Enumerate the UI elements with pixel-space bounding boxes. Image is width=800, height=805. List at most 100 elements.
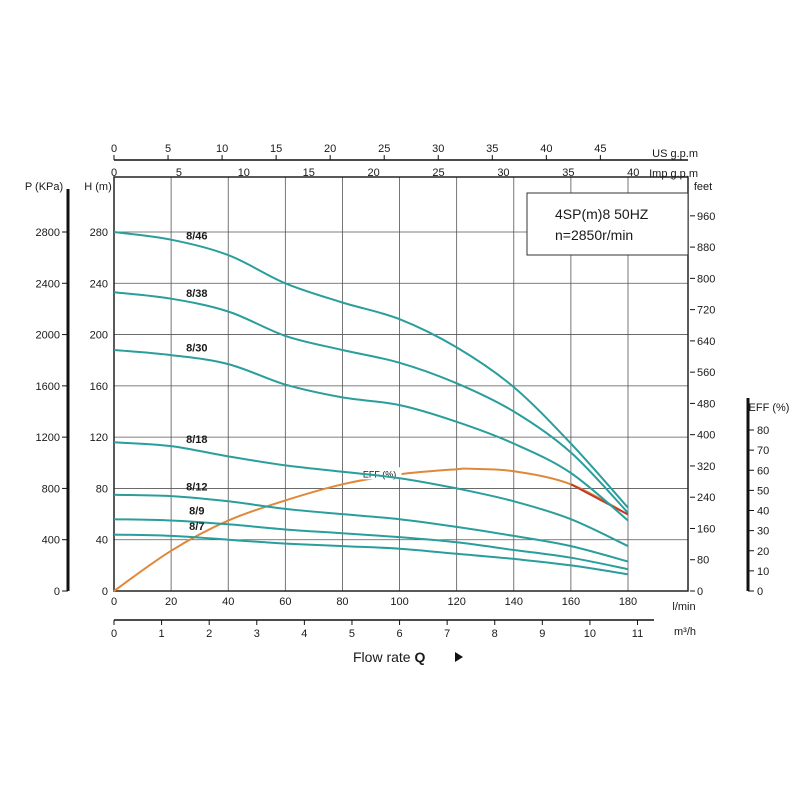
feet-tick-label: 80 — [697, 555, 709, 567]
series-label: 8/9 — [189, 505, 204, 517]
series-label: 8/12 — [186, 482, 207, 494]
feet-tick-label: 400 — [697, 430, 715, 442]
head-tick-label: 80 — [96, 483, 108, 495]
m3h-tick-label: 1 — [159, 628, 165, 640]
head-curve-8-46 — [113, 231, 629, 509]
lpm-tick-label: 140 — [505, 596, 523, 608]
feet-tick-label: 880 — [697, 242, 715, 254]
lpm-tick-label: 0 — [111, 596, 117, 608]
head-axis-title: H (m) — [84, 181, 112, 193]
model-label: 4SP(m)8 50HZ — [555, 206, 649, 222]
usgpm-tick-label: 15 — [270, 143, 282, 155]
feet-axis-title: feet — [694, 181, 712, 193]
usgpm-tick-label: 5 — [165, 143, 171, 155]
arrow-right-icon — [455, 652, 463, 662]
usgpm-tick-label: 35 — [486, 143, 498, 155]
x-axis-title: Flow rate Q — [353, 649, 425, 665]
lpm-tick-label: 60 — [279, 596, 291, 608]
pressure-tick-label: 1200 — [36, 432, 60, 444]
series-label: 8/18 — [186, 434, 207, 446]
impgpm-tick-label: 10 — [238, 167, 250, 179]
eff-tick-label: 40 — [757, 506, 769, 518]
head-tick-label: 200 — [90, 330, 108, 342]
lpm-tick-label: 20 — [165, 596, 177, 608]
eff-axis-title: EFF (%) — [749, 402, 790, 414]
head-tick-label: 240 — [90, 278, 108, 290]
eff-tick-label: 30 — [757, 526, 769, 538]
usgpm-tick-label: 45 — [594, 143, 606, 155]
head-curve-8-18 — [113, 441, 629, 548]
feet-tick-label: 960 — [697, 211, 715, 223]
feet-tick-label: 800 — [697, 273, 715, 285]
eff-tick-label: 20 — [757, 546, 769, 558]
lpm-tick-label: 120 — [447, 596, 465, 608]
pressure-tick-label: 1600 — [36, 381, 60, 393]
impgpm-tick-label: 25 — [432, 167, 444, 179]
head-curve-8-12 — [113, 493, 629, 563]
eff-tick-label: 10 — [757, 566, 769, 578]
usgpm-tick-label: 20 — [324, 143, 336, 155]
pressure-tick-label: 800 — [42, 483, 60, 495]
eff-tick-label: 50 — [757, 485, 769, 497]
feet-tick-label: 0 — [697, 586, 703, 598]
plot-frame — [113, 176, 689, 592]
eff-curve-label: EFF (%) — [363, 469, 397, 479]
usgpm-tick-label: 25 — [378, 143, 390, 155]
m3h-tick-label: 10 — [584, 628, 596, 640]
pressure-tick-label: 400 — [42, 535, 60, 547]
feet-tick-label: 240 — [697, 492, 715, 504]
eff-curve-tail — [570, 483, 629, 516]
series-label: 8/38 — [186, 288, 207, 300]
head-curve-8-38 — [113, 291, 629, 514]
feet-tick-label: 320 — [697, 461, 715, 473]
head-tick-label: 40 — [96, 535, 108, 547]
m3h-tick-label: 6 — [396, 628, 402, 640]
m3h-tick-label: 9 — [539, 628, 545, 640]
head-tick-label: 280 — [90, 227, 108, 239]
pressure-tick-label: 2800 — [36, 227, 60, 239]
impgpm-tick-label: 35 — [562, 167, 574, 179]
feet-tick-label: 640 — [697, 336, 715, 348]
impgpm-tick-label: 20 — [368, 167, 380, 179]
head-curve-8-9 — [113, 518, 629, 571]
impgpm-tick-label: 0 — [111, 167, 117, 179]
m3h-tick-label: 5 — [349, 628, 355, 640]
usgpm-tick-label: 30 — [432, 143, 444, 155]
feet-tick-label: 480 — [697, 398, 715, 410]
m3h-tick-label: 2 — [206, 628, 212, 640]
lpm-tick-label: 80 — [336, 596, 348, 608]
m3h-axis-title: m³/h — [674, 626, 696, 638]
lpm-tick-label: 180 — [619, 596, 637, 608]
feet-tick-label: 560 — [697, 367, 715, 379]
head-tick-label: 120 — [90, 432, 108, 444]
usgpm-tick-label: 40 — [540, 143, 552, 155]
pressure-tick-label: 2000 — [36, 330, 60, 342]
m3h-tick-label: 7 — [444, 628, 450, 640]
usgpm-tick-label: 10 — [216, 143, 228, 155]
lpm-tick-label: 40 — [222, 596, 234, 608]
usgpm-axis-title: US g.p.m — [652, 148, 698, 160]
m3h-tick-label: 11 — [632, 628, 643, 640]
head-curve-8-7 — [113, 533, 629, 576]
head-tick-label: 160 — [90, 381, 108, 393]
eff-tick-label: 80 — [757, 425, 769, 437]
series-label: 8/46 — [186, 230, 207, 242]
pressure-axis-title: P (KPa) — [25, 181, 63, 193]
impgpm-axis-title: Imp g.p.m — [649, 168, 698, 180]
impgpm-tick-label: 15 — [303, 167, 315, 179]
feet-tick-label: 160 — [697, 523, 715, 535]
head-tick-label: 0 — [102, 586, 108, 598]
impgpm-tick-label: 30 — [497, 167, 509, 179]
pressure-tick-label: 0 — [54, 586, 60, 598]
lpm-tick-label: 100 — [390, 596, 408, 608]
eff-tick-label: 60 — [757, 465, 769, 477]
feet-tick-label: 720 — [697, 305, 715, 317]
m3h-tick-label: 3 — [254, 628, 260, 640]
usgpm-tick-label: 0 — [111, 143, 117, 155]
eff-tick-label: 0 — [757, 586, 763, 598]
info-box — [526, 192, 689, 256]
pressure-tick-label: 2400 — [36, 278, 60, 290]
speed-label: n=2850r/min — [555, 227, 633, 243]
